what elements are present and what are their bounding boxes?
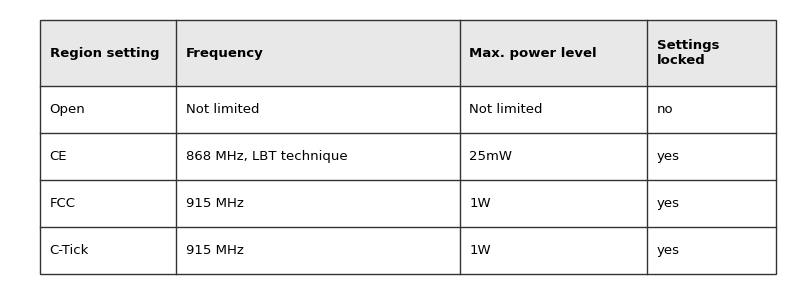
Text: yes: yes	[657, 197, 680, 210]
Text: Open: Open	[50, 103, 86, 116]
Text: 1W: 1W	[469, 197, 490, 210]
Text: 1W: 1W	[469, 244, 490, 257]
Text: Not limited: Not limited	[186, 103, 259, 116]
Text: Region setting: Region setting	[50, 47, 159, 60]
Bar	[40, 20, 776, 274]
Text: no: no	[657, 103, 674, 116]
Text: Frequency: Frequency	[186, 47, 263, 60]
Text: 915 MHz: 915 MHz	[186, 244, 244, 257]
Text: C-Tick: C-Tick	[50, 244, 89, 257]
Text: Max. power level: Max. power level	[469, 47, 597, 60]
Text: Settings
locked: Settings locked	[657, 39, 719, 67]
Text: Not limited: Not limited	[469, 103, 542, 116]
Text: 915 MHz: 915 MHz	[186, 197, 244, 210]
Text: CE: CE	[50, 150, 67, 163]
Text: yes: yes	[657, 150, 680, 163]
Bar	[40, 20, 776, 86]
Text: 25mW: 25mW	[469, 150, 512, 163]
Text: 868 MHz, LBT technique: 868 MHz, LBT technique	[186, 150, 347, 163]
Text: FCC: FCC	[50, 197, 75, 210]
Text: yes: yes	[657, 244, 680, 257]
